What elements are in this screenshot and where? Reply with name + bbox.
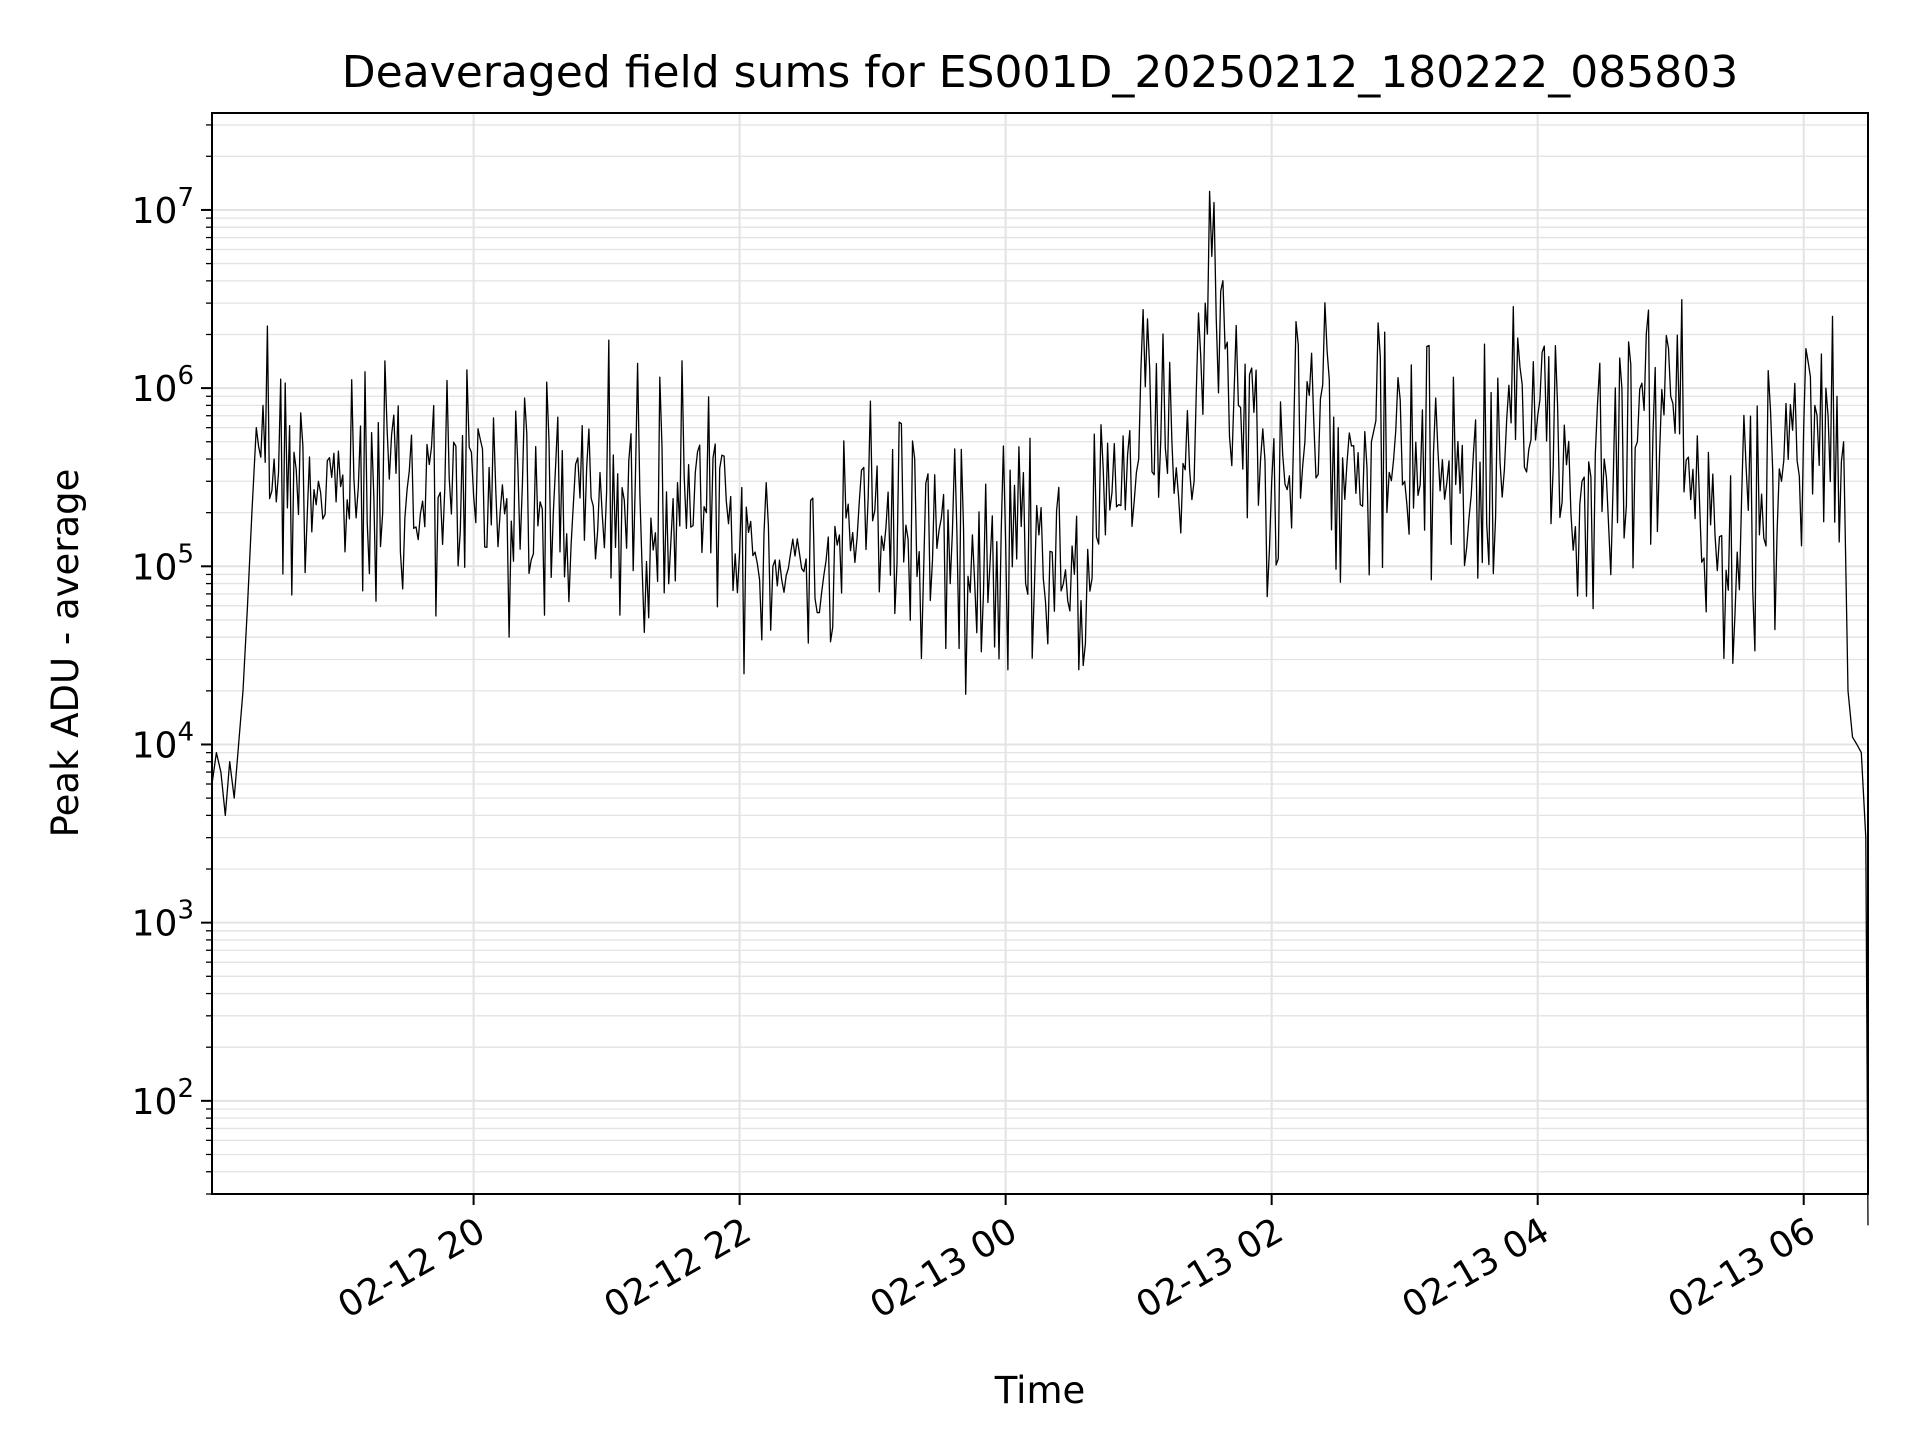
y-tick-label: 107	[132, 183, 194, 232]
y-tick-label: 104	[132, 717, 194, 766]
y-axis: 102 103 104 105 106 107	[132, 124, 212, 1195]
plot-frame	[211, 112, 1869, 1195]
y-tick-label: 106	[132, 361, 194, 410]
x-axis-label: Time	[994, 1369, 1086, 1412]
y-tick-label: 102	[132, 1074, 194, 1123]
grid-lines	[212, 113, 1868, 1195]
y-axis-label: Peak ADU - average	[44, 469, 87, 838]
y-tick-label: 103	[132, 896, 194, 945]
chart-title: Deaveraged field sums for ES001D_2025021…	[342, 47, 1738, 98]
series-line	[211, 190, 1869, 1226]
y-tick-label: 105	[132, 539, 194, 588]
